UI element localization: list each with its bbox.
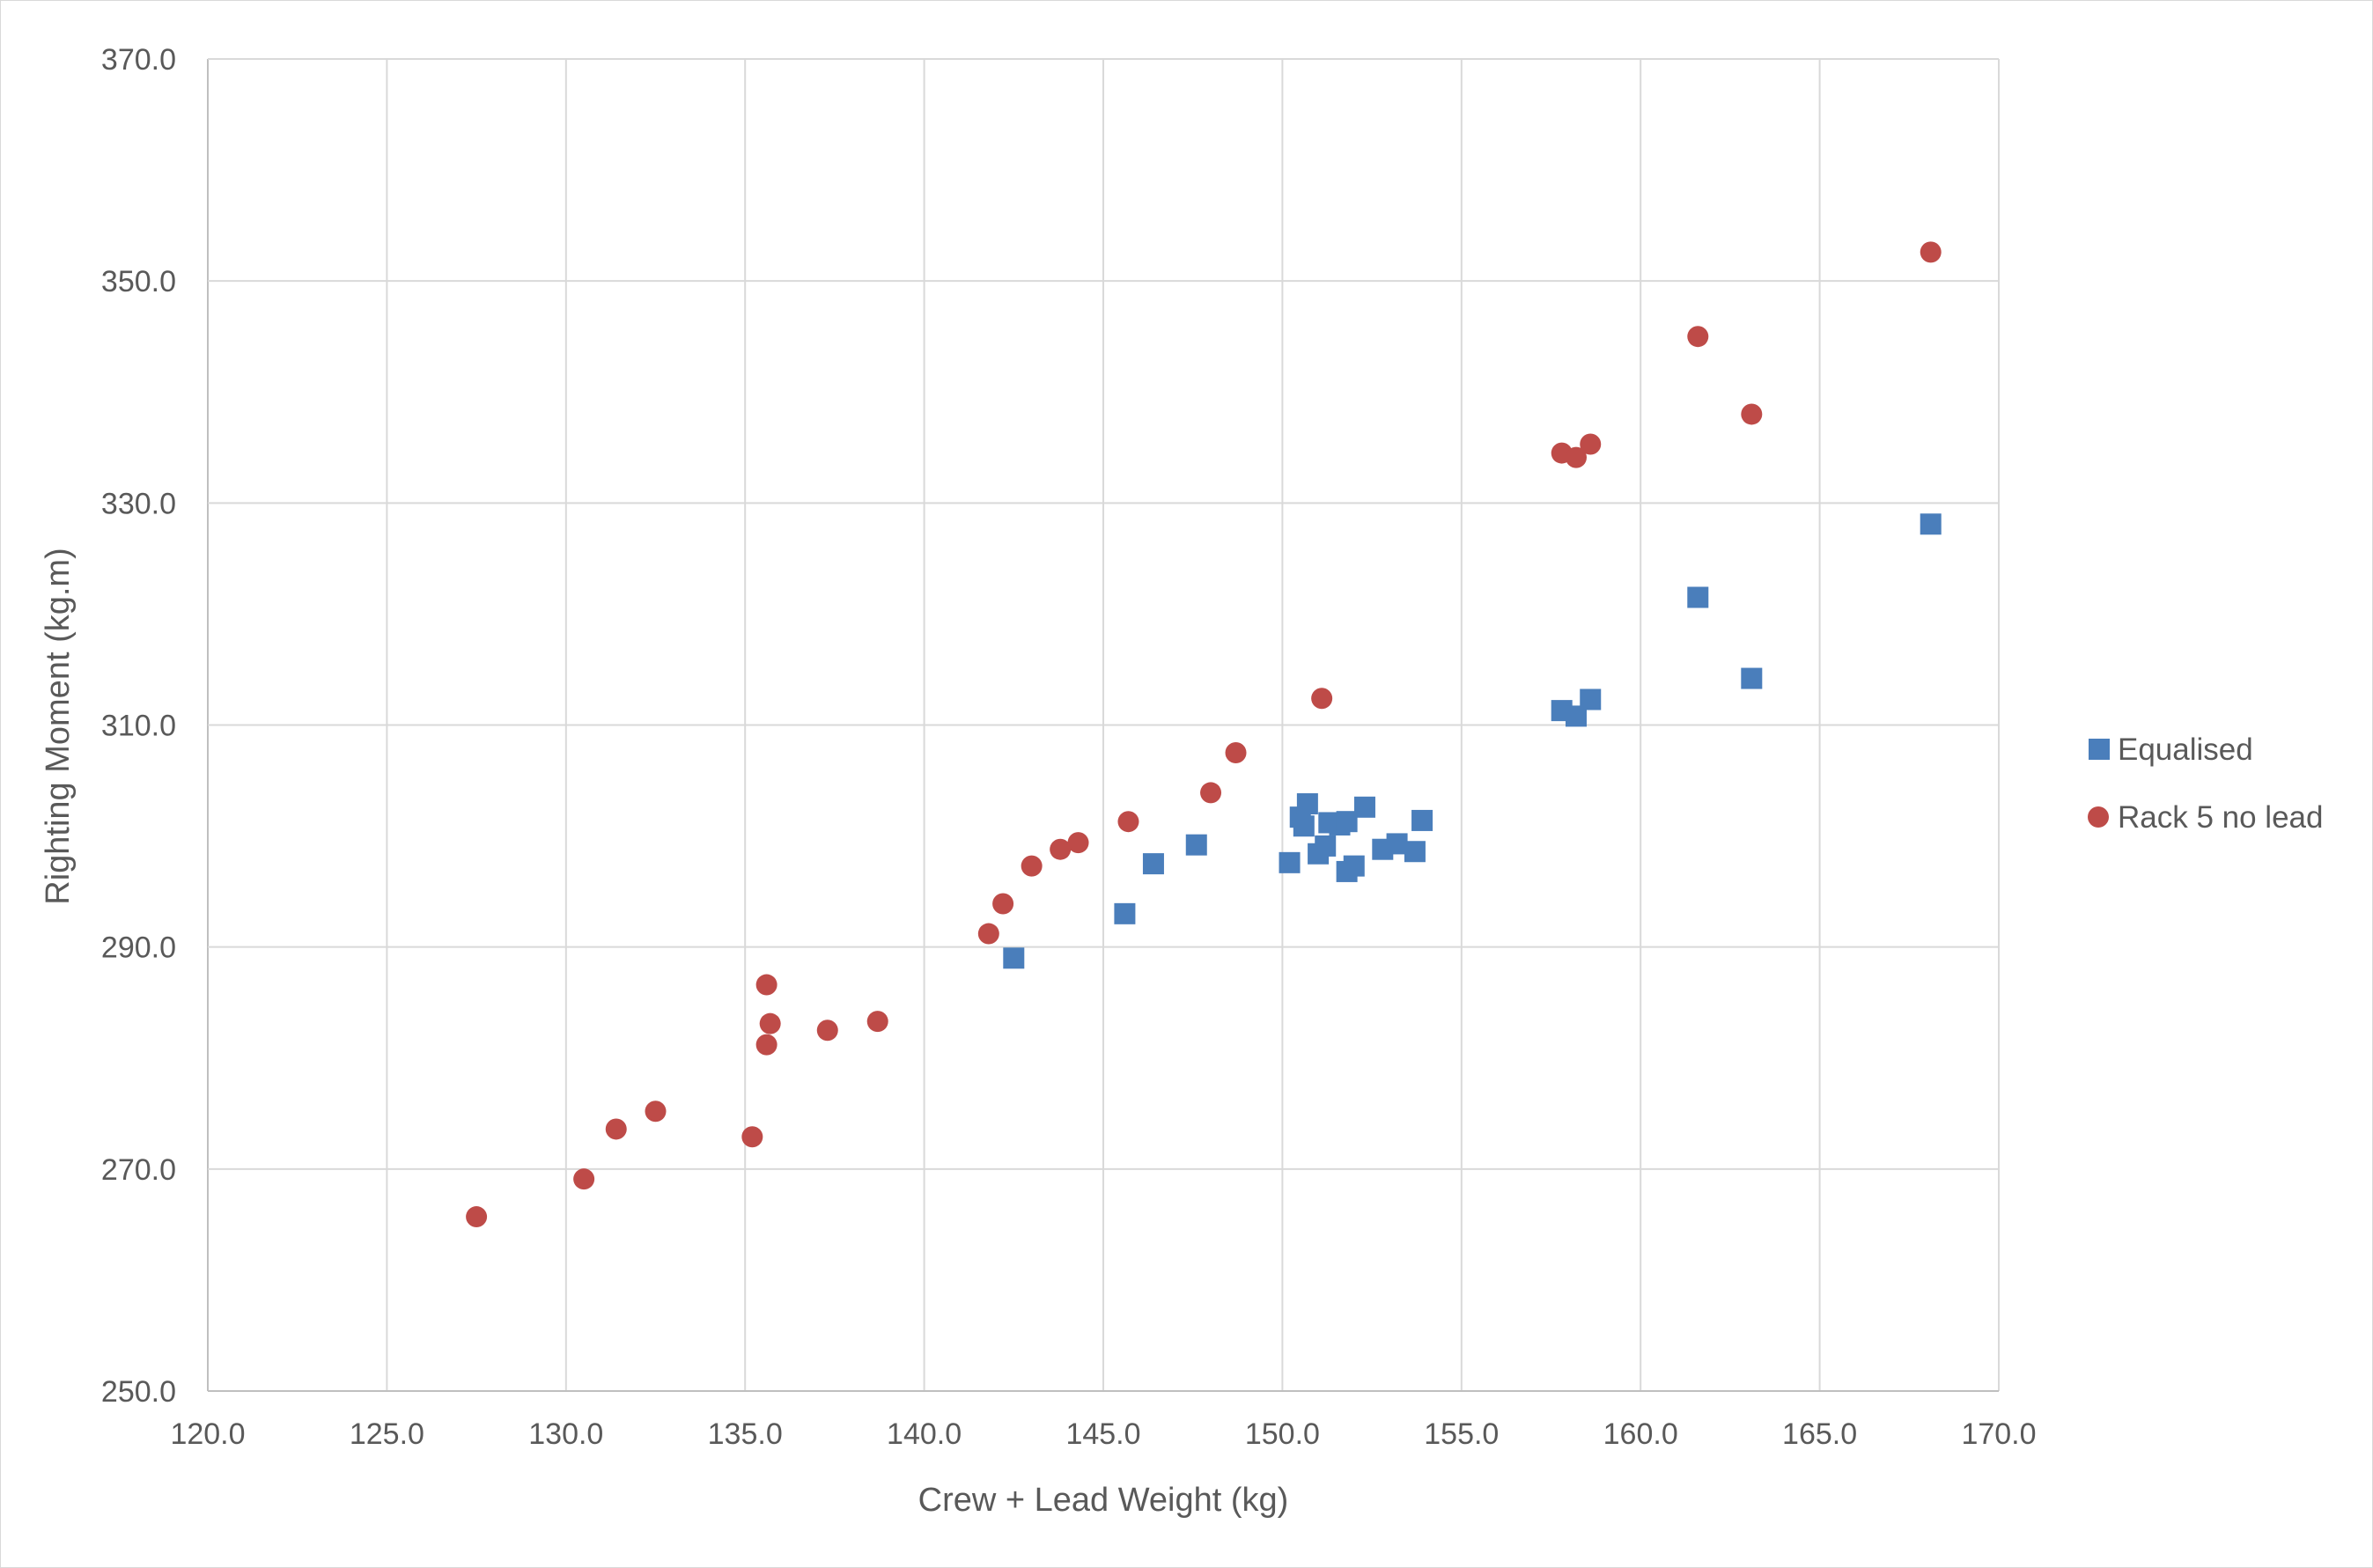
legend-marker-equalised (2089, 739, 2110, 760)
point-equalised (1353, 796, 1375, 818)
point-equalised (1411, 809, 1433, 831)
legend: Equalised Rack 5 no lead (2088, 732, 2323, 835)
y-tick-label: 330.0 (101, 487, 176, 520)
x-tick-label: 120.0 (170, 1417, 245, 1451)
point-equalised (1293, 815, 1315, 837)
point-rack-5-no-lead (1225, 742, 1247, 764)
x-tick-label: 165.0 (1782, 1417, 1857, 1451)
legend-label-rack-5-no-lead: Rack 5 no lead (2118, 800, 2323, 835)
point-rack-5-no-lead (1741, 403, 1763, 425)
point-equalised (1741, 667, 1763, 689)
point-rack-5-no-lead (1687, 326, 1709, 348)
point-rack-5-no-lead (816, 1020, 838, 1042)
legend-label-equalised: Equalised (2118, 732, 2253, 767)
grid-lines (207, 58, 2000, 1392)
x-tick-label: 130.0 (528, 1417, 603, 1451)
y-axis-title: Righting Moment (kg.m) (40, 548, 77, 904)
point-equalised (1404, 841, 1426, 863)
y-tick-label: 370.0 (101, 43, 176, 77)
legend-marker-rack-5-no-lead (2088, 806, 2109, 828)
y-tick-label: 350.0 (101, 265, 176, 298)
point-rack-5-no-lead (1117, 811, 1139, 833)
point-equalised (1920, 513, 1942, 535)
point-rack-5-no-lead (755, 1034, 777, 1056)
point-rack-5-no-lead (645, 1101, 667, 1123)
point-rack-5-no-lead (866, 1011, 888, 1033)
point-equalised (1336, 811, 1358, 833)
point-rack-5-no-lead (1021, 855, 1043, 877)
x-axis-title: Crew + Lead Weight (kg) (918, 1482, 1289, 1519)
point-rack-5-no-lead (741, 1126, 763, 1148)
y-tick-label: 250.0 (101, 1375, 176, 1409)
y-tick-label: 310.0 (101, 710, 176, 743)
point-equalised (1343, 855, 1365, 877)
x-tick-label: 140.0 (887, 1417, 962, 1451)
x-tick-label: 155.0 (1424, 1417, 1499, 1451)
point-rack-5-no-lead (977, 923, 999, 945)
x-tick-label: 160.0 (1603, 1417, 1678, 1451)
legend-item-equalised: Equalised (2089, 732, 2253, 767)
point-equalised (1687, 586, 1709, 608)
data-points (466, 241, 1942, 1228)
y-axis-ticks: 250.0 270.0 290.0 310.0 330.0 350.0 370.0 (101, 43, 176, 1409)
point-equalised (1003, 947, 1025, 969)
point-equalised (1296, 793, 1318, 815)
point-equalised (1114, 902, 1136, 924)
point-rack-5-no-lead (1050, 838, 1072, 860)
x-tick-label: 125.0 (350, 1417, 424, 1451)
point-equalised (1142, 853, 1164, 875)
point-rack-5-no-lead (1200, 782, 1222, 804)
point-rack-5-no-lead (1067, 832, 1089, 854)
legend-item-rack-5-no-lead: Rack 5 no lead (2088, 800, 2323, 835)
point-rack-5-no-lead (1920, 241, 1942, 263)
point-rack-5-no-lead (1565, 446, 1587, 468)
point-rack-5-no-lead (1580, 433, 1602, 455)
point-rack-5-no-lead (1311, 688, 1333, 710)
point-equalised (1580, 688, 1602, 710)
point-rack-5-no-lead (992, 893, 1014, 915)
point-rack-5-no-lead (466, 1206, 488, 1228)
point-equalised (1279, 851, 1301, 873)
point-rack-5-no-lead (759, 1012, 781, 1034)
x-tick-label: 135.0 (708, 1417, 783, 1451)
point-equalised (1185, 834, 1207, 856)
x-axis-ticks: 120.0 125.0 130.0 135.0 140.0 145.0 150.0 155.0… (170, 1417, 2036, 1451)
x-tick-label: 170.0 (1961, 1417, 2036, 1451)
x-tick-label: 150.0 (1245, 1417, 1320, 1451)
point-rack-5-no-lead (755, 974, 777, 996)
point-equalised (1315, 835, 1337, 857)
point-rack-5-no-lead (605, 1118, 627, 1140)
y-tick-label: 290.0 (101, 931, 176, 965)
point-rack-5-no-lead (573, 1168, 595, 1190)
point-equalised (1386, 833, 1408, 855)
y-tick-label: 270.0 (101, 1153, 176, 1187)
x-tick-label: 145.0 (1065, 1417, 1140, 1451)
